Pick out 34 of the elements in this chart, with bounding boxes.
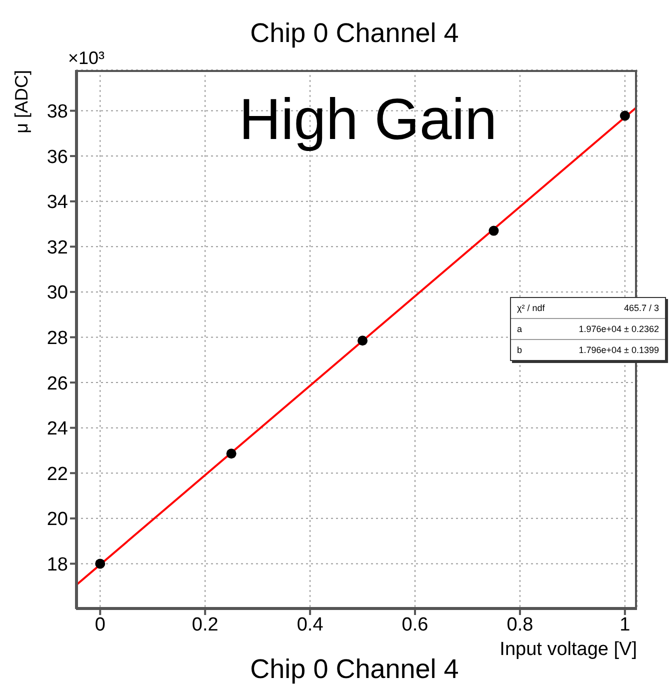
y-tick-label: 32 (46, 237, 68, 258)
annotation: χ² / ndf (517, 303, 545, 313)
text: ×10³ (68, 48, 105, 69)
annotation: a (517, 324, 522, 334)
point (620, 110, 630, 121)
x-tick-label: 0.8 (506, 614, 534, 636)
y-tick-label: 36 (46, 146, 68, 168)
y-tick-label: 24 (46, 418, 68, 440)
y-tick-label: 26 (46, 373, 68, 394)
y-tick-label: 22 (46, 464, 68, 485)
point (95, 558, 106, 569)
x-tick-label: 0.4 (296, 614, 324, 636)
point (226, 448, 236, 459)
annotation: 1.976e+04 ± 0.2362 (578, 324, 659, 334)
y-axis-title: μ [ADC] (10, 70, 32, 134)
point (358, 336, 368, 346)
chart-title: Chip 0 Channel 4 (249, 18, 460, 49)
y-tick-label: 28 (46, 328, 68, 349)
y-tick-label: 20 (46, 509, 68, 530)
x-tick-label: 0.2 (192, 614, 218, 636)
y-tick-label: 30 (46, 282, 68, 304)
y-tick-label: 18 (46, 554, 68, 576)
y-tick-label: 38 (46, 102, 68, 123)
y-tick-label: 34 (46, 192, 68, 214)
x-tick-label: 1 (620, 614, 630, 636)
x-tick-label: 0.6 (402, 614, 428, 636)
annotation: High Gain (238, 86, 498, 153)
annotation: b (517, 345, 522, 355)
annotation: 1.796e+04 ± 0.1399 (578, 345, 659, 355)
annotation: 465.7 / 3 (624, 303, 659, 313)
text: Chip 0 Channel 4 (250, 654, 459, 684)
point (488, 226, 499, 236)
x-tick-label: 0 (94, 614, 106, 636)
x-axis-title: Input voltage [V] (500, 639, 637, 661)
